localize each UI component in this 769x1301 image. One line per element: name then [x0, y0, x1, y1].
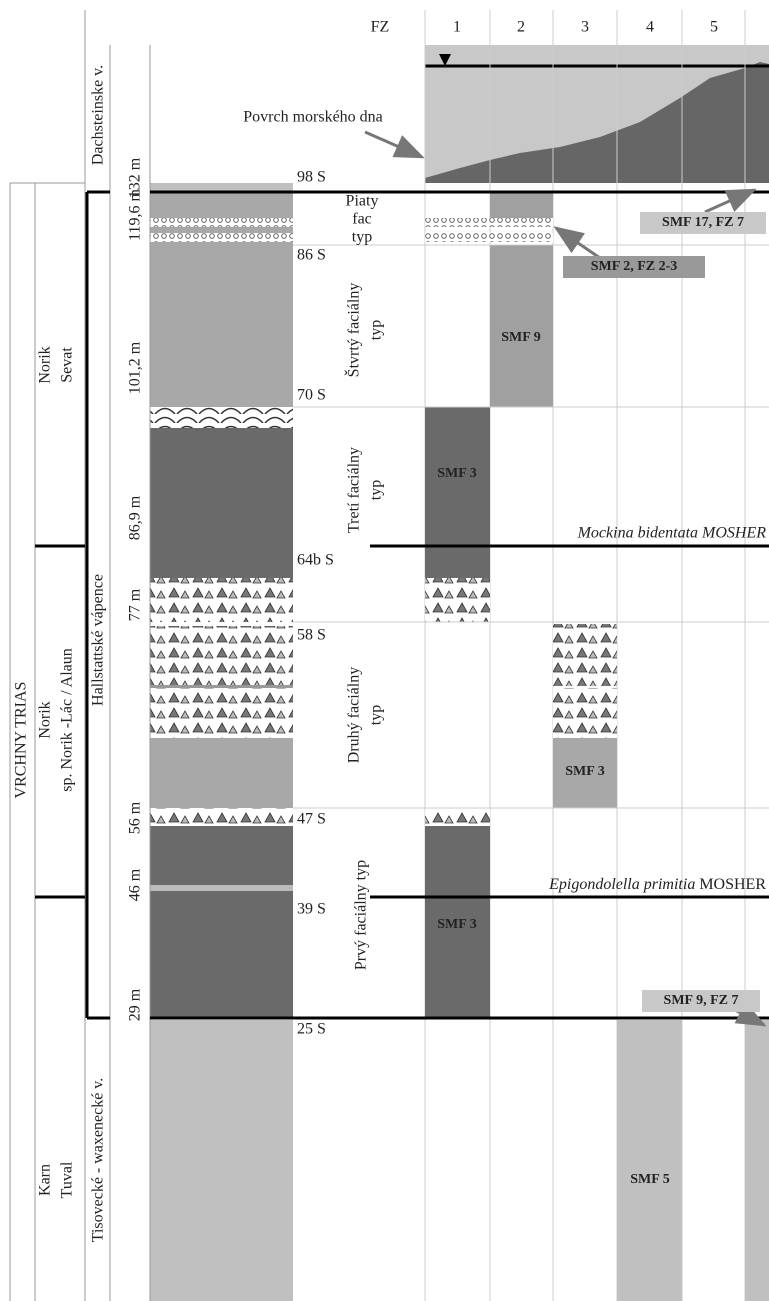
facies-type: typ [368, 705, 385, 725]
sample-label: 25 S [297, 1021, 326, 1038]
zone-label: 2 [517, 19, 525, 36]
sample-label: 39 S [297, 901, 326, 918]
facies-type: Druhý faciálny [346, 667, 363, 763]
layer [150, 407, 293, 428]
zone-label: 5 [710, 19, 718, 36]
depth-label: 119,6 m [127, 189, 144, 241]
facies-type: fac [352, 211, 372, 228]
sample-label: 64b S [297, 552, 334, 569]
conodont-label: Epigondolella primitia MOSHER [548, 876, 766, 893]
seafloor-label: Povrch morského dna [243, 109, 383, 126]
layer [150, 685, 293, 688]
stage-label: Sevat [59, 347, 76, 383]
depth-label: 29 m [127, 988, 144, 1021]
arrow [556, 228, 600, 258]
depth-label: 56 m [127, 801, 144, 834]
stratigraphic-diagram: FZ 1 2 3 4 5 Povrch morského dna VRCHNY … [0, 0, 769, 1301]
layer [150, 826, 293, 1018]
layer [150, 885, 293, 891]
depth-label: 77 m [127, 588, 144, 621]
formation-label: Hallstattské vápence [90, 574, 107, 706]
fz-header: FZ [371, 19, 390, 36]
depth-label: 86,9 m [127, 495, 144, 540]
facies-fill [745, 1020, 769, 1301]
facies-type: typ [352, 229, 372, 246]
layer [150, 738, 293, 808]
sample-label: 58 S [297, 627, 326, 644]
stage-label: Tuval [59, 1161, 76, 1198]
zone-label: 4 [646, 19, 654, 36]
smf-label: SMF 5 [630, 1172, 670, 1187]
facies-fill [425, 810, 490, 826]
callout: SMF 9, FZ 7 [664, 993, 739, 1008]
depth-label: 101,2 m [127, 341, 144, 394]
facies-fill [425, 218, 553, 227]
depth-label: 46 m [127, 868, 144, 901]
formation-label: Dachsteinske v. [90, 65, 107, 165]
stage-label: sp. Norik -Lác / Alaun [59, 648, 76, 792]
layer [150, 233, 293, 242]
sample-label: 86 S [297, 247, 326, 264]
sample-label: 70 S [297, 387, 326, 404]
layer [150, 218, 293, 227]
facies-fill [553, 624, 617, 686]
facies-type: typ [368, 320, 385, 340]
conodont-species: Epigondolella primitia [548, 876, 695, 893]
smf-label: SMF 3 [437, 917, 477, 932]
layer [150, 428, 293, 578]
facies-type: Piaty [346, 193, 379, 210]
layer [150, 688, 293, 738]
facies-fill [490, 245, 553, 407]
facies-type: Štvrtý faciálny [344, 283, 363, 378]
arrow [365, 132, 422, 157]
formation-label: Tisovecké - waxenecké v. [90, 1078, 107, 1243]
facies-fill [490, 192, 553, 218]
facies-type: Prvý faciálny typ [353, 860, 370, 970]
layer [150, 578, 293, 622]
sample-label: 98 S [297, 169, 326, 186]
smf-label: SMF 9 [501, 330, 541, 345]
zone-label: 3 [581, 19, 589, 36]
callout: SMF 2, FZ 2-3 [591, 259, 678, 274]
layer [150, 808, 293, 826]
zone-label: 1 [453, 19, 461, 36]
facies-fill [553, 688, 617, 738]
stage-label: Norik [37, 701, 54, 738]
conodont-author: MOSHER [699, 876, 766, 893]
facies-type: typ [368, 480, 385, 500]
callout: SMF 17, FZ 7 [662, 215, 744, 230]
smf-label: SMF 3 [565, 764, 605, 779]
smf-label: SMF 3 [437, 466, 477, 481]
system-label: VRCHNY TRIAS [13, 682, 30, 799]
layer [150, 1020, 293, 1301]
layout [10, 10, 769, 1301]
facies-fill [425, 233, 553, 242]
layer [150, 626, 293, 685]
sample-label: 47 S [297, 811, 326, 828]
facies-fill [425, 407, 490, 578]
conodont-label: Mockina bidentata MOSHER [577, 525, 767, 542]
facies-fill [617, 1020, 682, 1301]
facies-fill [425, 578, 490, 622]
stage-label: Karn [37, 1164, 54, 1196]
stage-label: Norik [37, 346, 54, 383]
facies-type: Tretí faciálny [346, 447, 363, 533]
